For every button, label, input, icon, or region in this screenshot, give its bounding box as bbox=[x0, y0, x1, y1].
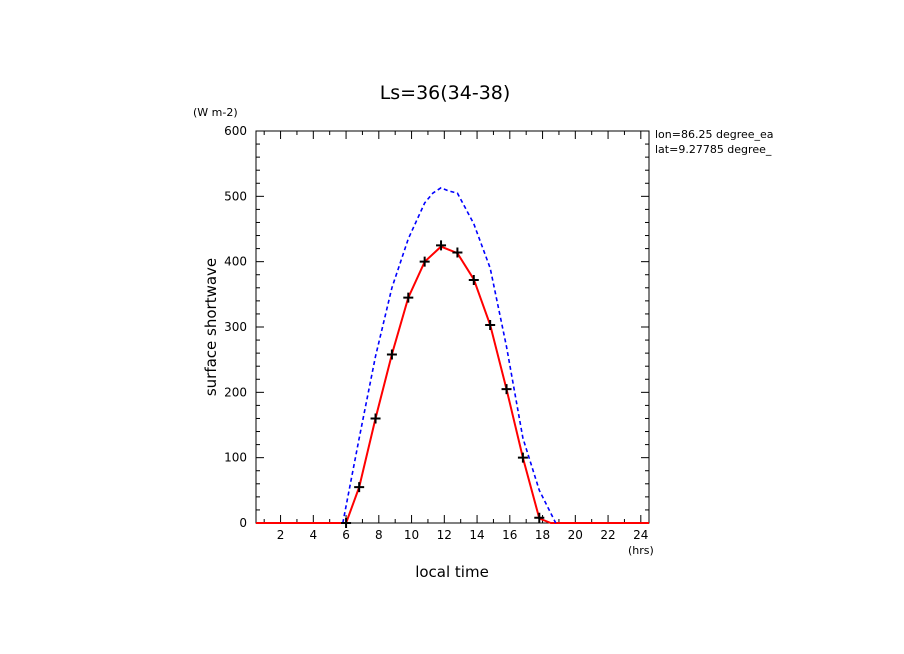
x-unit-label: (hrs) bbox=[628, 544, 654, 557]
y-axis-label: surface shortwave bbox=[202, 258, 220, 396]
plus-marker bbox=[452, 247, 463, 258]
plus-marker bbox=[386, 349, 397, 360]
plus-marker bbox=[501, 384, 512, 395]
y-tick-label: 500 bbox=[224, 189, 247, 203]
x-tick-label: 24 bbox=[633, 528, 648, 542]
y-tick-label: 200 bbox=[224, 385, 247, 399]
x-tick-label: 20 bbox=[568, 528, 583, 542]
x-tick-label: 10 bbox=[404, 528, 419, 542]
x-tick-label: 16 bbox=[502, 528, 517, 542]
chart-title: Ls=36(34-38) bbox=[380, 82, 511, 104]
x-tick-label: 8 bbox=[375, 528, 383, 542]
plus-marker bbox=[485, 320, 496, 331]
x-axis-label: local time bbox=[415, 563, 489, 581]
x-tick-label: 6 bbox=[342, 528, 350, 542]
y-tick-label: 300 bbox=[224, 320, 247, 334]
x-tick-label: 12 bbox=[437, 528, 452, 542]
plus-marker bbox=[517, 452, 528, 463]
plus-marker bbox=[534, 512, 545, 523]
y-tick-label: 400 bbox=[224, 255, 247, 269]
series-layer bbox=[256, 186, 649, 528]
x-tick-label: 14 bbox=[469, 528, 484, 542]
plot-frame bbox=[255, 130, 650, 524]
plus-marker bbox=[419, 256, 430, 267]
plus-marker bbox=[436, 240, 447, 251]
y-unit-label: (W m-2) bbox=[193, 106, 238, 119]
plus-marker bbox=[403, 292, 414, 303]
x-tick-label: 2 bbox=[277, 528, 285, 542]
y-tick-label: 0 bbox=[239, 516, 247, 530]
series-line-red bbox=[256, 245, 649, 524]
plus-marker bbox=[354, 482, 365, 493]
plus-marker bbox=[370, 413, 381, 424]
plus-marker bbox=[341, 518, 352, 528]
y-tick-label: 600 bbox=[224, 124, 247, 138]
y-tick-label: 100 bbox=[224, 451, 247, 465]
series-line-blue-dashed bbox=[342, 186, 557, 524]
x-tick-label: 22 bbox=[600, 528, 615, 542]
x-tick-label: 18 bbox=[535, 528, 550, 542]
annotation-lat: lat=9.27785 degree_ bbox=[655, 143, 772, 156]
x-tick-label: 4 bbox=[309, 528, 317, 542]
plus-marker bbox=[468, 274, 479, 285]
annotation-lon: lon=86.25 degree_ea bbox=[655, 128, 774, 141]
